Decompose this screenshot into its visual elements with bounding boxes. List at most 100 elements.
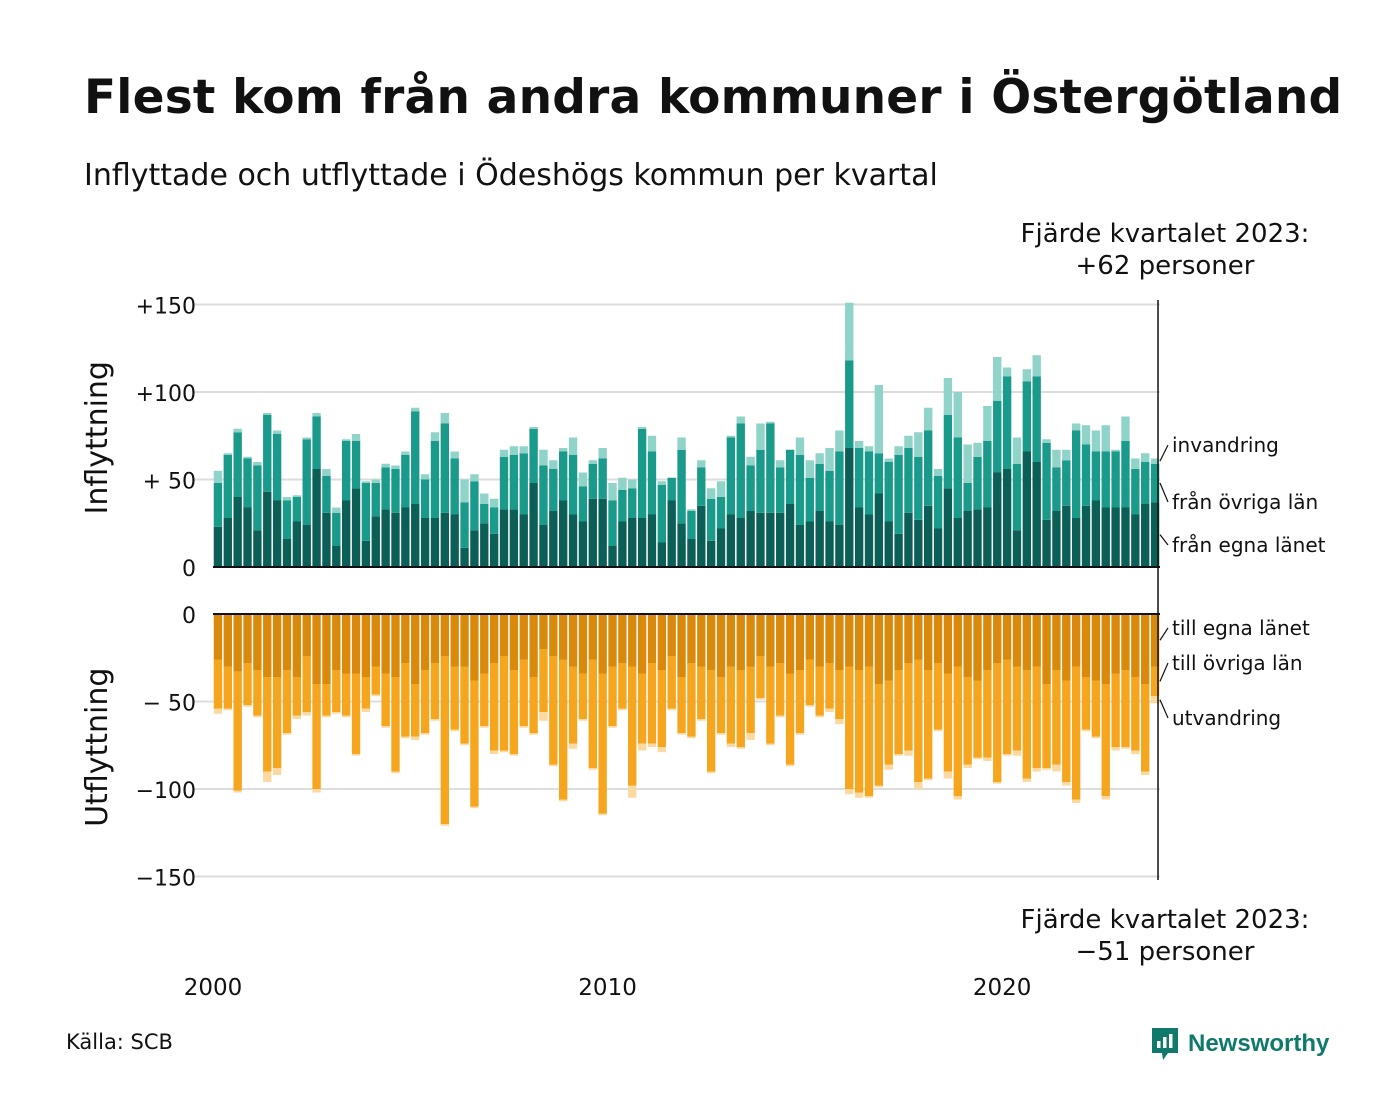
- inflow-bar-seg1: [411, 504, 420, 567]
- annotation-outflow-value: −51 personer: [1075, 937, 1255, 967]
- inflow-bar-seg3: [864, 446, 874, 452]
- inflow-bar-seg2: [795, 455, 805, 525]
- outflow-bar-seg3: [825, 708, 834, 712]
- inflow-bar-seg1: [736, 518, 745, 567]
- outflow-bar-seg2: [687, 663, 696, 737]
- outflow-bar-seg3: [1012, 750, 1022, 756]
- inflow-bar-seg2: [450, 458, 459, 515]
- outflow-bar-seg3: [450, 729, 459, 732]
- inflow-bar-seg3: [292, 495, 302, 497]
- outflow-series-label: utvandring: [1172, 706, 1281, 730]
- outflow-bar-seg1: [766, 614, 775, 667]
- inflow-bar-seg3: [480, 493, 489, 504]
- inflow-bar-seg1: [687, 539, 696, 567]
- inflow-bar-seg2: [1111, 451, 1120, 508]
- inflow-bar-seg2: [411, 411, 420, 504]
- outflow-bar-seg3: [864, 796, 874, 798]
- outflow-bar-seg2: [489, 663, 499, 751]
- inflow-bar-seg1: [509, 509, 519, 567]
- outflow-bar-seg2: [953, 666, 962, 796]
- outflow-bar-seg1: [509, 614, 519, 670]
- outflow-bar-seg3: [618, 708, 627, 711]
- outflow-bar-seg2: [1042, 684, 1051, 768]
- outflow-bar-seg3: [489, 750, 499, 754]
- inflow-bar-seg3: [726, 435, 736, 438]
- outflow-series-label: till egna länet: [1172, 616, 1310, 640]
- inflow-series-label: från övriga län: [1172, 490, 1318, 514]
- inflow-bar-seg3: [351, 434, 361, 441]
- inflow-bar-seg1: [341, 500, 351, 567]
- inflow-bar-seg3: [1101, 425, 1110, 452]
- outflow-bar-seg3: [845, 789, 854, 795]
- outflow-bar-seg1: [1042, 614, 1051, 684]
- inflow-bar-seg3: [795, 437, 805, 455]
- outflow-bar-seg1: [420, 614, 430, 670]
- outflow-bar-seg2: [1121, 670, 1130, 747]
- outflow-bar-seg2: [253, 670, 262, 716]
- inflow-bar-seg2: [559, 451, 568, 501]
- outflow-bar-seg2: [292, 677, 302, 716]
- outflow-bar-seg2: [993, 663, 1002, 782]
- y-tick-label-inflow: +150: [136, 295, 196, 320]
- inflow-bar-seg1: [282, 539, 292, 567]
- inflow-bar-seg1: [332, 546, 341, 567]
- inflow-bar-seg3: [332, 507, 341, 513]
- inflow-bar-seg2: [499, 456, 509, 510]
- inflow-bar-seg1: [322, 512, 331, 567]
- outflow-bar-seg3: [332, 712, 341, 714]
- outflow-bar-seg2: [776, 663, 785, 716]
- outflow-bar-seg3: [1131, 750, 1140, 754]
- outflow-bar-seg1: [924, 614, 933, 670]
- outflow-bar-seg3: [1101, 796, 1110, 800]
- outflow-bar-seg2: [677, 677, 686, 733]
- outflow-bar-seg2: [351, 673, 361, 754]
- outflow-bar-seg1: [894, 614, 903, 670]
- inflow-bar-seg2: [933, 476, 943, 529]
- outflow-bar-seg2: [233, 671, 242, 791]
- inflow-bar-seg1: [795, 525, 805, 567]
- outflow-bar-seg1: [993, 614, 1002, 663]
- outflow-bar-seg2: [263, 677, 272, 772]
- outflow-bar-seg3: [1052, 764, 1061, 772]
- inflow-bar-seg1: [874, 493, 884, 567]
- inflow-bar-seg1: [1150, 502, 1160, 567]
- outflow-bar-seg3: [411, 736, 420, 740]
- inflow-bar-seg3: [499, 449, 509, 457]
- inflow-bar-seg2: [480, 504, 489, 524]
- outflow-bar-seg3: [884, 764, 893, 770]
- inflow-bar-seg2: [598, 458, 607, 499]
- outflow-bar-seg2: [450, 666, 459, 730]
- outflow-bar-seg1: [1150, 614, 1160, 667]
- outflow-bar-seg3: [687, 736, 696, 739]
- outflow-bar-seg1: [568, 614, 578, 667]
- outflow-bar-seg3: [805, 705, 814, 707]
- outflow-bar-seg1: [637, 614, 647, 674]
- inflow-bar-seg1: [1032, 462, 1041, 567]
- outflow-bar-seg1: [785, 614, 795, 674]
- outflow-bar-seg3: [559, 799, 568, 802]
- outflow-bar-seg3: [1022, 778, 1032, 782]
- inflow-bar-seg1: [480, 523, 489, 567]
- inflow-bar-seg1: [213, 526, 223, 567]
- outflow-bar-seg1: [529, 614, 538, 677]
- outflow-bar-seg1: [411, 614, 420, 684]
- inflow-bar-seg1: [499, 509, 509, 567]
- outflow-bar-seg2: [657, 670, 667, 747]
- outflow-bar-seg1: [223, 614, 232, 667]
- inflow-bar-seg2: [805, 477, 814, 522]
- outflow-bar-seg1: [736, 614, 745, 670]
- inflow-bar-seg2: [618, 490, 627, 522]
- y-tick-label-outflow: −150: [136, 867, 196, 892]
- outflow-bar-seg3: [716, 733, 726, 735]
- inflow-bar-seg2: [213, 483, 223, 527]
- inflow-bar-seg3: [322, 469, 331, 476]
- inflow-bar-seg2: [1101, 451, 1110, 508]
- outflow-bar-seg1: [391, 614, 400, 677]
- outflow-bar-seg2: [519, 659, 528, 726]
- outflow-bar-seg3: [1091, 736, 1101, 739]
- inflow-bar-seg1: [440, 512, 449, 567]
- inflow-bar-seg3: [845, 302, 854, 361]
- outflow-bar-seg1: [302, 614, 311, 656]
- outflow-bar-seg3: [371, 694, 380, 697]
- outflow-bar-seg1: [233, 614, 242, 672]
